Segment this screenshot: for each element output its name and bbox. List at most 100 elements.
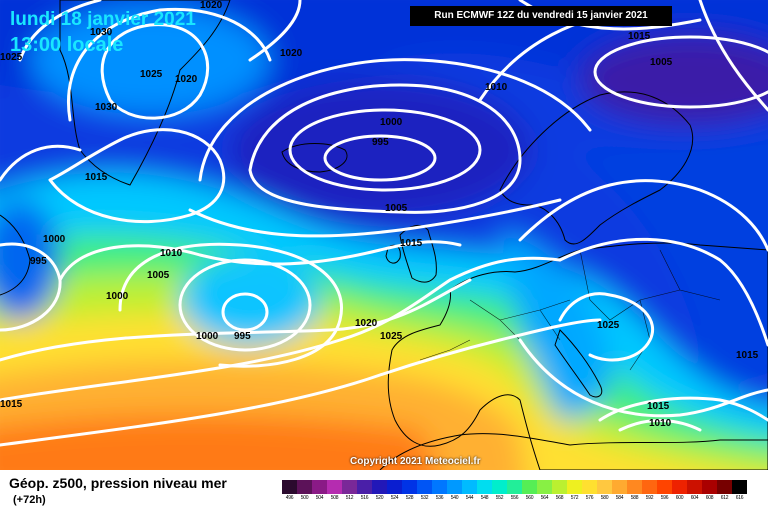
scale-cell: 572: [567, 480, 582, 505]
scale-swatch: [507, 480, 522, 494]
scale-label: 580: [600, 495, 609, 501]
weather-map: 1020 1030 1025 1020 1020 1025 1030 1010 …: [0, 0, 768, 470]
scale-cell: 616: [732, 480, 747, 505]
pressure-label: 1010: [649, 418, 672, 429]
scale-cell: 500: [297, 480, 312, 505]
scale-label: 524: [390, 495, 399, 501]
scale-label: 512: [345, 495, 354, 501]
scale-cell: 552: [492, 480, 507, 505]
scale-swatch: [732, 480, 747, 494]
scale-label: 572: [570, 495, 579, 501]
scale-cell: 504: [312, 480, 327, 505]
scale-cell: 508: [327, 480, 342, 505]
scale-cell: 496: [282, 480, 297, 505]
pressure-label: 1015: [628, 31, 651, 42]
scale-cell: 608: [702, 480, 717, 505]
scale-swatch: [642, 480, 657, 494]
scale-label: 552: [495, 495, 504, 501]
pressure-label: 1020: [175, 74, 198, 85]
pressure-label: 1025: [380, 331, 403, 342]
scale-swatch: [417, 480, 432, 494]
scale-swatch: [627, 480, 642, 494]
scale-label: 496: [285, 495, 294, 501]
scale-cell: 532: [417, 480, 432, 505]
scale-swatch: [537, 480, 552, 494]
scale-swatch: [357, 480, 372, 494]
pressure-label: 1030: [95, 102, 118, 113]
scale-swatch: [687, 480, 702, 494]
scale-swatch: [387, 480, 402, 494]
scale-cell: 544: [462, 480, 477, 505]
scale-swatch: [702, 480, 717, 494]
scale-cell: 612: [717, 480, 732, 505]
geopotential-field: [0, 0, 768, 470]
coastline-greenland: [59, 0, 231, 186]
pressure-label: 1015: [0, 399, 23, 410]
scale-cell: 600: [672, 480, 687, 505]
scale-cell: 540: [447, 480, 462, 505]
pressure-label: 1005: [650, 57, 673, 68]
map-canvas: 1020 1030 1025 1020 1020 1025 1030 1010 …: [0, 0, 768, 470]
scale-cell: 556: [507, 480, 522, 505]
scale-swatch: [522, 480, 537, 494]
pressure-label: 1015: [736, 350, 759, 361]
scale-label: 504: [315, 495, 324, 501]
coastline-italy: [554, 329, 603, 398]
isobars: [0, 0, 768, 445]
scale-cell: 560: [522, 480, 537, 505]
scale-label: 564: [540, 495, 549, 501]
scale-cell: 584: [612, 480, 627, 505]
scale-label: 520: [375, 495, 384, 501]
pressure-label: 1020: [200, 0, 223, 11]
scale-cell: 516: [357, 480, 372, 505]
scale-label: 560: [525, 495, 534, 501]
scale-swatch: [402, 480, 417, 494]
scale-label: 532: [420, 495, 429, 501]
scale-cell: 568: [552, 480, 567, 505]
coastline-north-africa: [379, 433, 768, 470]
scale-label: 612: [720, 495, 729, 501]
scale-label: 540: [450, 495, 459, 501]
pressure-label: 1025: [0, 52, 23, 63]
scale-label: 588: [630, 495, 639, 501]
scale-swatch: [582, 480, 597, 494]
scale-swatch: [282, 480, 297, 494]
forecast-time: 13:00 locale: [10, 34, 124, 56]
pressure-label: 1030: [90, 27, 113, 38]
legend-subtitle: (+72h): [13, 494, 46, 506]
scale-swatch: [342, 480, 357, 494]
scale-cell: 512: [342, 480, 357, 505]
scale-cell: 580: [597, 480, 612, 505]
coastline-scandinavia: [499, 91, 694, 245]
legend-title: Géop. z500, pression niveau mer: [9, 475, 227, 491]
pressure-label: 1000: [43, 234, 66, 245]
scale-swatch: [612, 480, 627, 494]
scale-label: 596: [660, 495, 669, 501]
scale-swatch: [657, 480, 672, 494]
pressure-label: 995: [372, 137, 389, 148]
legend-footer: Géop. z500, pression niveau mer (+72h) 4…: [0, 470, 768, 512]
scale-label: 568: [555, 495, 564, 501]
scale-cell: 564: [537, 480, 552, 505]
scale-swatch: [297, 480, 312, 494]
scale-label: 616: [735, 495, 744, 501]
pressure-label: 1015: [400, 238, 423, 249]
pressure-label: 1015: [647, 401, 670, 412]
color-scale: 496 500 504 508 512 516 520 524 528 532 536 540 544 5…: [282, 480, 747, 505]
scale-cell: 528: [402, 480, 417, 505]
scale-cell: 524: [387, 480, 402, 505]
scale-swatch: [717, 480, 732, 494]
scale-cell: 604: [687, 480, 702, 505]
scale-label: 608: [705, 495, 714, 501]
pressure-labels: 1020 1030 1025 1020 1020 1025 1030 1010 …: [0, 0, 759, 429]
pressure-label: 1005: [385, 203, 408, 214]
scale-swatch: [492, 480, 507, 494]
scale-label: 516: [360, 495, 369, 501]
coastline-labrador: [0, 214, 31, 296]
pressure-label: 1000: [380, 117, 403, 128]
scale-label: 528: [405, 495, 414, 501]
scale-cell: 588: [627, 480, 642, 505]
scale-label: 536: [435, 495, 444, 501]
scale-label: 592: [645, 495, 654, 501]
pressure-label: 1005: [147, 270, 170, 281]
